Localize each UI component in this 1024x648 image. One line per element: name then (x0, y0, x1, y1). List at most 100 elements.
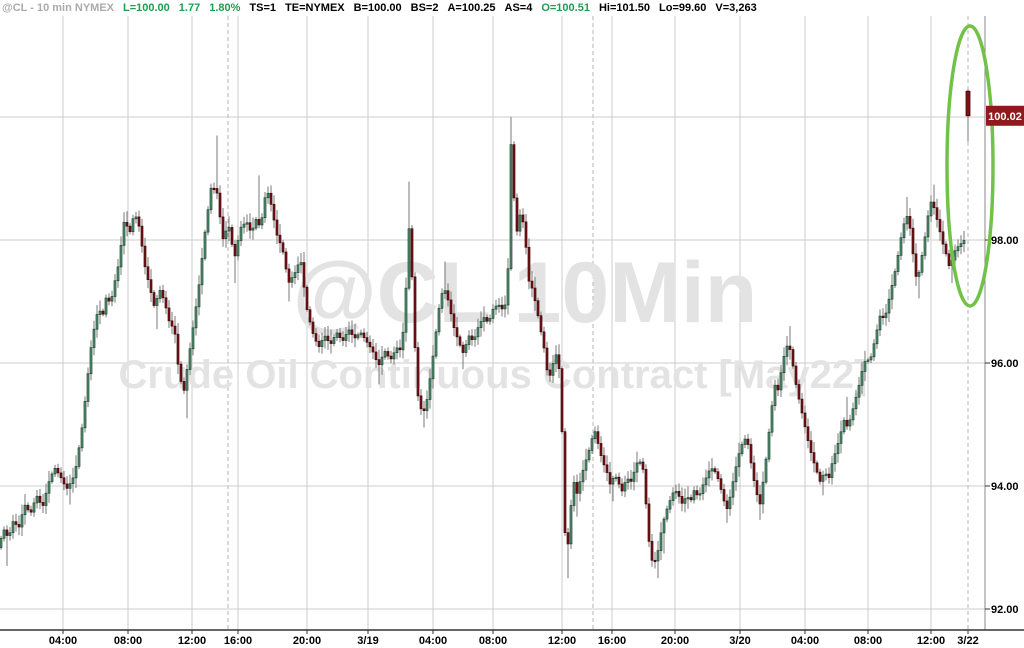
candle-up (782, 355, 786, 374)
candle-up (428, 378, 432, 400)
candle-down (128, 225, 132, 233)
candle-down (485, 317, 489, 322)
candle-up (53, 467, 57, 475)
y-axis-label: 96.00 (991, 358, 1019, 370)
candle-down (62, 477, 66, 485)
candle-up (479, 321, 483, 328)
candle-up (488, 318, 492, 322)
candle-up (395, 347, 399, 354)
x-axis-label: 04:00 (791, 635, 819, 647)
candle-up (299, 262, 303, 266)
candle-up (359, 332, 363, 336)
candle-up (86, 373, 90, 402)
candle-down (644, 469, 648, 505)
candle-down (248, 222, 252, 231)
candle-up (158, 290, 162, 299)
y-axis-label: 94.00 (991, 481, 1019, 493)
y-axis-label: 98.00 (991, 235, 1019, 247)
candle-up (242, 223, 246, 228)
candle-down (545, 347, 549, 371)
candle-up (425, 399, 429, 412)
candle-up (929, 201, 933, 217)
candle-up (467, 335, 471, 345)
candle-down (365, 337, 369, 343)
quote-field: TS=1 (249, 2, 277, 14)
candle-up (224, 230, 228, 240)
quote-field: TE=NYMEX (285, 2, 345, 14)
annotation-ellipse[interactable] (945, 24, 995, 308)
candle-down (605, 464, 609, 473)
candle-down (371, 346, 375, 353)
candle-up (209, 187, 213, 211)
candle-up (848, 419, 852, 427)
candle-up (830, 463, 834, 478)
candle-down (680, 496, 684, 504)
candle-down (932, 201, 936, 209)
x-axis-label: 16:00 (598, 635, 626, 647)
x-axis-label: 08:00 (854, 635, 882, 647)
candle-up (491, 308, 495, 319)
candle-up (71, 477, 75, 485)
candle-up (260, 217, 264, 226)
candle-up (320, 340, 324, 347)
candle-up (407, 228, 411, 289)
candle-up (113, 280, 117, 297)
candle-up (185, 369, 189, 391)
candle-up (83, 401, 87, 429)
last-price-badge (986, 105, 1024, 126)
candle-down (947, 253, 951, 266)
candle-up (740, 444, 744, 455)
candle-up (839, 431, 843, 444)
candle-up (893, 271, 897, 286)
candle-up (785, 345, 789, 357)
candle-down (26, 504, 30, 511)
candle-down (446, 290, 450, 301)
candle-down (182, 381, 186, 391)
candle-up (920, 255, 924, 273)
candle-up (32, 502, 36, 513)
candle-up (668, 500, 672, 510)
x-axis-label: 20:00 (661, 635, 689, 647)
candle-up (122, 221, 126, 246)
candle-down (617, 476, 621, 485)
candle-up (482, 317, 486, 322)
candle-down (608, 472, 612, 485)
candle-up (902, 223, 906, 239)
candle-up (581, 469, 585, 483)
x-axis-label: 12:00 (548, 635, 576, 647)
candle-down (515, 197, 519, 232)
candle-up (251, 227, 255, 231)
candle-down (749, 444, 753, 464)
candle-down (125, 221, 129, 227)
candle-down (149, 279, 153, 293)
candle-down (458, 336, 462, 346)
candle-down (302, 262, 306, 288)
candle-down (602, 455, 606, 466)
candle-up (23, 504, 27, 516)
candle-up (503, 304, 507, 310)
candle-up (77, 447, 81, 467)
candle-up (860, 371, 864, 386)
quote-field: 1.77 (178, 2, 201, 14)
candle-up (692, 490, 696, 501)
candle-up (821, 474, 825, 482)
symbol-label: @CL - 10 min NYMEX (2, 2, 114, 14)
candle-up (842, 419, 846, 433)
x-axis-label: 04:00 (49, 635, 77, 647)
candle-up (638, 461, 642, 464)
candle-up (323, 335, 327, 341)
last-candle (965, 90, 971, 117)
candle-up (2, 529, 6, 539)
candle-up (104, 297, 108, 315)
candle-down (800, 398, 804, 414)
candle-up (200, 258, 204, 286)
candle-down (557, 354, 561, 369)
candle-up (20, 514, 24, 528)
candle-up (11, 521, 15, 534)
candle-up (44, 492, 48, 506)
candle-down (389, 355, 393, 360)
candle-down (803, 412, 807, 428)
candle-up (869, 356, 873, 361)
candle-up (110, 296, 114, 302)
